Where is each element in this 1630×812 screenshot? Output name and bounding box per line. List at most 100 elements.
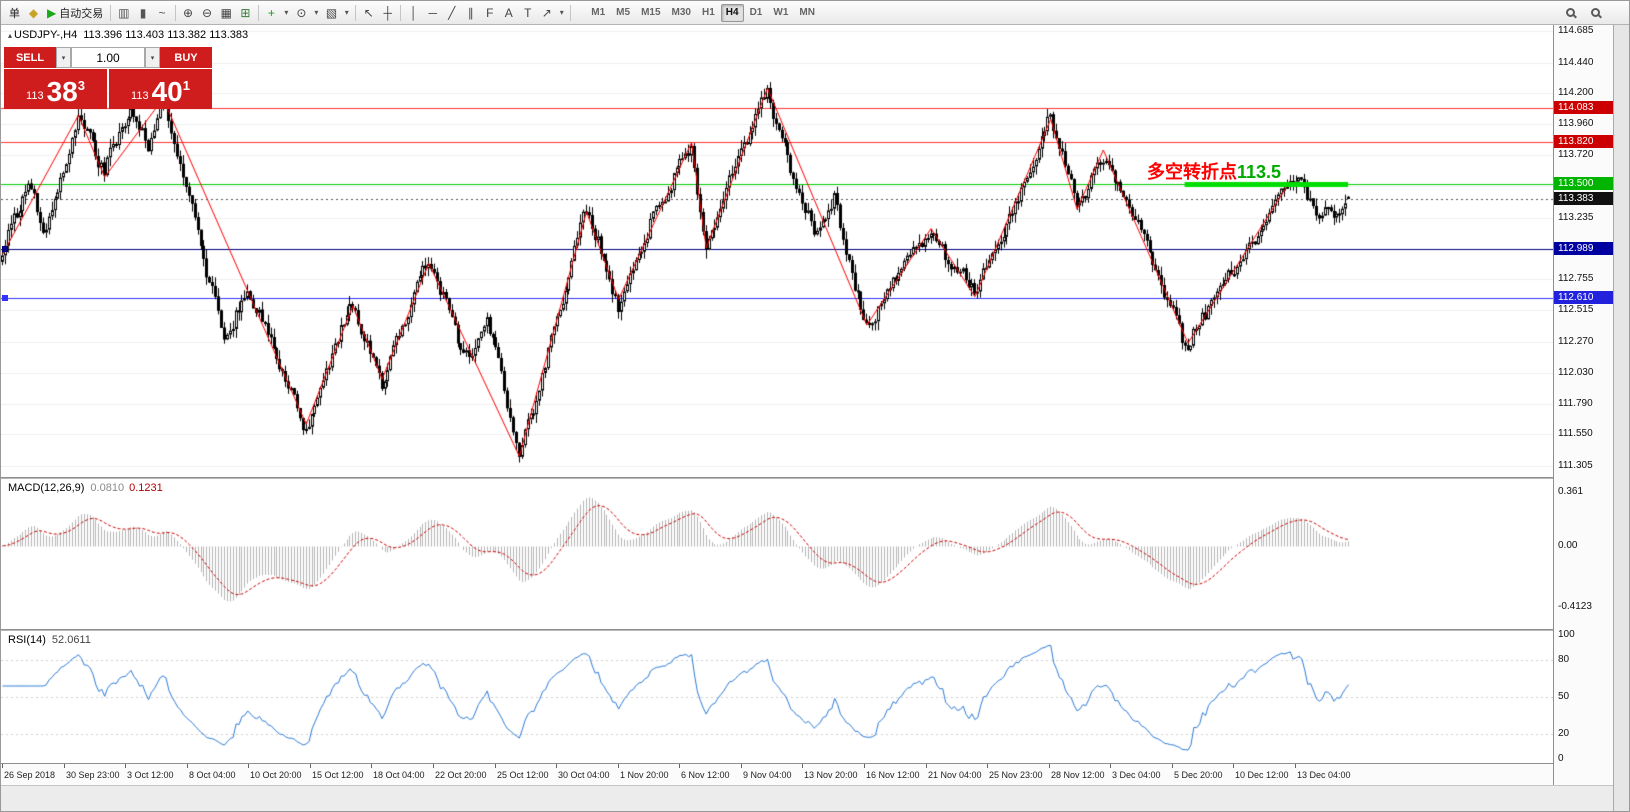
volume-decrease-button[interactable]: ▾ — [56, 47, 71, 68]
search-icon[interactable] — [1561, 3, 1580, 22]
indicators-icon[interactable]: + — [262, 3, 281, 22]
search-plus-icon — [1591, 8, 1600, 17]
timeframe-h1-button[interactable]: H1 — [701, 7, 715, 18]
time-tick — [618, 764, 619, 768]
price-axis[interactable]: 114.685114.440114.200113.960113.720113.4… — [1553, 25, 1613, 785]
volume-input[interactable]: 1.00 — [71, 47, 145, 68]
indicators-caret-icon[interactable]: ▾ — [284, 8, 289, 17]
periods-caret-icon[interactable]: ▾ — [314, 8, 319, 17]
time-tick — [1110, 764, 1111, 768]
crosshair-icon: ┼ — [383, 5, 393, 20]
candlestick-icon[interactable]: ▮ — [134, 3, 153, 22]
vertical-line-icon: │ — [410, 5, 418, 20]
sell-price-button[interactable]: 113 38 3 — [4, 69, 107, 109]
time-axis-label: 22 Oct 20:00 — [435, 770, 487, 780]
timeframe-d1-button[interactable]: D1 — [749, 7, 763, 18]
rsi-value: 52.0611 — [51, 634, 91, 646]
new-window-icon[interactable]: ⊞ — [236, 3, 255, 22]
time-tick — [741, 764, 742, 768]
arrows-icon: ↗ — [541, 5, 552, 20]
trendline-icon[interactable]: ╱ — [442, 3, 461, 22]
arrows-icon[interactable]: ↗ — [537, 3, 556, 22]
crosshair-icon[interactable]: ┼ — [378, 3, 397, 22]
price-axis-label: 112.515 — [1558, 304, 1594, 316]
chart-symbol-period: USDJPY-,H4 — [14, 29, 78, 41]
chart-annotation[interactable]: 多空转折点113.5 — [1147, 158, 1281, 184]
fibonacci-icon[interactable]: F — [480, 3, 499, 22]
label-icon[interactable]: T — [518, 3, 537, 22]
panel-separator[interactable] — [1, 477, 1613, 479]
new-chart-icon[interactable]: ◆ — [24, 3, 43, 22]
timeframe-h4-button[interactable]: H4 — [720, 3, 744, 22]
bar-chart-icon[interactable]: ▥ — [114, 3, 133, 22]
buy-price-pips: 40 — [151, 76, 183, 107]
time-axis-label: 9 Nov 04:00 — [743, 770, 792, 780]
time-tick — [248, 764, 249, 768]
autotrading-button[interactable]: ▶ 自动交易 — [43, 3, 107, 22]
time-axis-label: 3 Oct 12:00 — [127, 770, 174, 780]
time-tick — [433, 764, 434, 768]
equidistant-channel-icon[interactable]: ∥ — [461, 3, 480, 22]
price-line-badge: 113.500 — [1554, 176, 1613, 190]
macd-axis-label: 0.361 — [1558, 486, 1584, 498]
macd-axis-label: -0.4123 — [1558, 601, 1592, 613]
timeframe-m30-button[interactable]: M30 — [671, 7, 691, 18]
toolbar-separator — [174, 4, 176, 21]
timeframe-m1-button[interactable]: M1 — [591, 7, 606, 18]
line-chart-icon[interactable]: ~ — [153, 3, 172, 22]
chart-ohlc-values: 113.396 113.403 113.382 113.383 — [83, 29, 249, 41]
line-anchor-handle[interactable] — [2, 295, 8, 302]
cursor-icon[interactable]: ↖ — [359, 3, 378, 22]
sell-price-point: 3 — [77, 78, 85, 93]
time-axis-label: 28 Nov 12:00 — [1051, 770, 1105, 780]
horizontal-line-icon[interactable]: ─ — [423, 3, 442, 22]
time-axis-label: 15 Oct 12:00 — [312, 770, 364, 780]
time-axis[interactable]: 26 Sep 2018 30 Sep 23:00 3 Oct 12:00 8 Oct … — [1, 763, 1553, 785]
new-order-button[interactable]: 单 — [5, 3, 24, 22]
autotrading-button-label: 自动交易 — [59, 7, 104, 20]
buy-price-button[interactable]: 113 40 1 — [109, 69, 212, 109]
zoom-out-icon[interactable]: ⊖ — [198, 3, 217, 22]
zoom-in-icon[interactable]: ⊕ — [179, 3, 198, 22]
rsi-axis-label: 100 — [1558, 629, 1575, 640]
panel-separator[interactable] — [1, 629, 1613, 631]
line-anchor-handle[interactable] — [2, 246, 8, 253]
text-icon: A — [504, 5, 513, 20]
toolbar: 单 ◆ ▶ 自动交易 ▥ ▮ ~ ⊕ ⊖ ▦ ⊞ + ▾ ⊙ ▾ ▧ ▾ ↖ ┼ │ ─ ╱ ∥ F A T ↗ ▾ M1 M5 M15 M3… — [1, 1, 1629, 25]
templates-icon[interactable]: ▧ — [322, 3, 341, 22]
price-axis-label: 111.790 — [1558, 397, 1593, 409]
arrows-caret-icon[interactable]: ▾ — [559, 8, 564, 17]
time-axis-label: 3 Dec 04:00 — [1112, 770, 1161, 780]
templates-caret-icon[interactable]: ▾ — [344, 8, 349, 17]
vertical-line-icon[interactable]: │ — [404, 3, 423, 22]
search-plus-icon[interactable] — [1586, 3, 1605, 22]
time-axis-label: 13 Nov 20:00 — [804, 770, 858, 780]
time-tick — [64, 764, 65, 768]
sell-button[interactable]: SELL — [4, 47, 56, 68]
time-axis-label: 21 Nov 04:00 — [928, 770, 982, 780]
macd-canvas[interactable] — [1, 479, 1553, 629]
timeframe-toolbar: M1 M5 M15 M30 H1 H4 D1 W1 MN — [586, 3, 820, 22]
timeframe-m5-button[interactable]: M5 — [616, 7, 631, 18]
time-tick — [1172, 764, 1173, 768]
timeframe-w1-button[interactable]: W1 — [773, 7, 789, 18]
chart-title: ▴ USDJPY-,H4 113.396 113.403 113.382 113.3… — [8, 29, 248, 41]
price-axis-label: 112.270 — [1558, 335, 1594, 347]
periods-icon[interactable]: ⊙ — [292, 3, 311, 22]
buy-button[interactable]: BUY — [160, 47, 212, 68]
macd-header: MACD(12,26,9) 0.0810 0.1231 — [8, 482, 163, 494]
volume-dropdown-button[interactable]: ▾ — [145, 47, 160, 68]
time-tick — [864, 764, 865, 768]
time-tick — [495, 764, 496, 768]
price-chart-canvas[interactable] — [1, 25, 1553, 477]
tile-windows-icon[interactable]: ▦ — [217, 3, 236, 22]
price-axis-label: 113.720 — [1558, 149, 1594, 161]
time-tick — [125, 764, 126, 768]
sell-price-pips: 38 — [46, 76, 78, 107]
time-axis-label: 13 Dec 04:00 — [1297, 770, 1351, 780]
text-icon[interactable]: A — [499, 3, 518, 22]
rsi-canvas[interactable] — [1, 631, 1553, 763]
rsi-axis-label: 0 — [1558, 753, 1564, 764]
timeframe-m15-button[interactable]: M15 — [641, 7, 661, 18]
timeframe-mn-button[interactable]: MN — [799, 7, 815, 18]
